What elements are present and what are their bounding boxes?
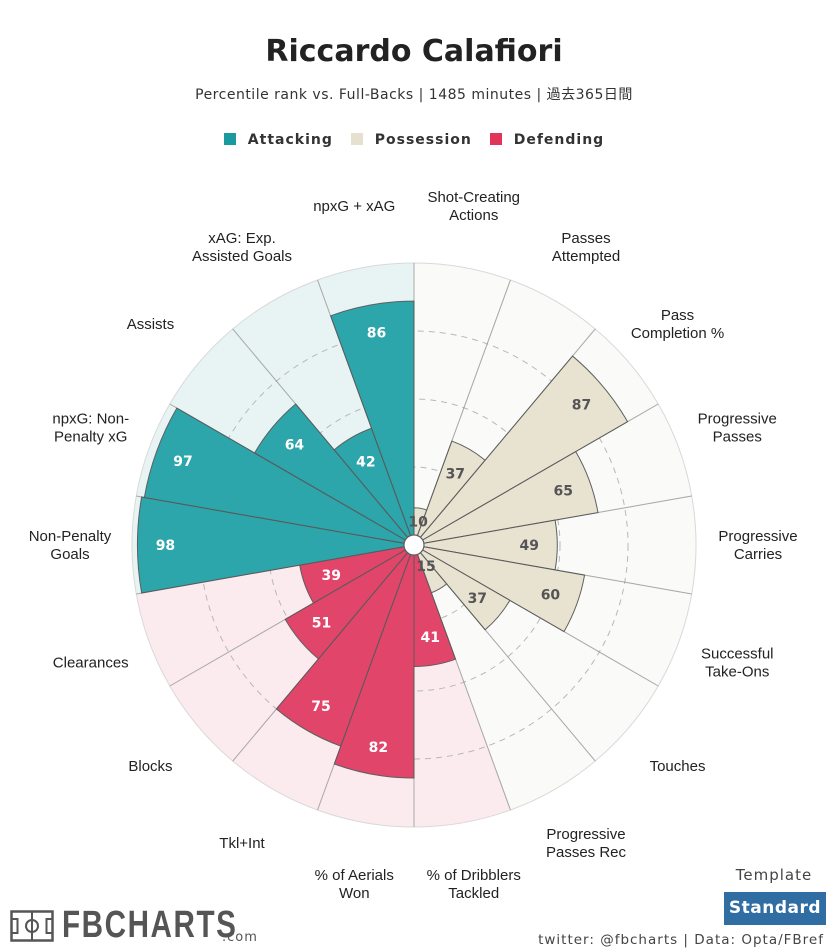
value-label: 75 [311, 699, 330, 715]
sector-divider [232, 552, 408, 762]
legend-label-defending: Defending [513, 132, 605, 148]
category-label: xAG: Exp. Assisted Goals [192, 230, 292, 265]
value-label: 15 [416, 559, 435, 575]
sector-divider [416, 279, 511, 536]
category-label: Touches [650, 758, 706, 775]
sector-divider [422, 403, 659, 541]
value-label: 37 [446, 466, 465, 482]
value-label: 49 [520, 538, 539, 554]
legend-label-possession: Possession [374, 132, 472, 148]
legend-label-attacking: Attacking [247, 132, 333, 148]
category-label: % of Aerials Won [315, 867, 394, 902]
chart-subtitle: Percentile rank vs. Full-Backs | 1485 mi… [195, 87, 633, 103]
sector-divider [423, 495, 692, 544]
value-label: 82 [369, 740, 388, 756]
category-label: npxG: Non-Penalty xG [52, 410, 129, 445]
category-label: Progressive Passes Rec [546, 826, 627, 861]
value-label: 51 [312, 616, 331, 632]
value-label: 60 [541, 588, 561, 604]
footer-credit: twitter: @fbcharts | Data: Opta/FBref [538, 932, 824, 948]
value-label: 37 [468, 591, 487, 607]
category-label: Progressive Passes [698, 410, 777, 445]
sector-divider [423, 546, 692, 595]
sector-divider [136, 546, 405, 595]
sector-divider [317, 279, 412, 536]
template-label: Template [735, 866, 813, 884]
value-label: 10 [408, 514, 428, 530]
value-label: 98 [156, 538, 175, 554]
value-label: 42 [356, 455, 375, 471]
center-circle [403, 534, 425, 556]
category-label: Blocks [128, 758, 172, 775]
sector-divider [169, 549, 406, 687]
category-label: Pass Completion % [631, 307, 724, 342]
category-label: Shot-Creating Actions [427, 189, 520, 224]
value-label: 41 [420, 630, 439, 646]
value-label: 97 [173, 454, 192, 470]
template-standard-button[interactable]: Standard [724, 892, 826, 925]
sector-divider [416, 554, 511, 811]
sector-divider [420, 328, 596, 538]
logo-domain: .com [222, 930, 258, 945]
category-label: Clearances [53, 655, 129, 672]
legend-item-defending: Defending [489, 132, 605, 148]
sector-divider [136, 495, 405, 544]
category-label: Tkl+Int [219, 835, 265, 852]
category-label: Successful Take-Ons [701, 646, 774, 681]
category-label: % of Dribblers Tackled [427, 867, 521, 902]
value-label: 39 [321, 568, 340, 584]
value-label: 64 [285, 438, 305, 454]
sector-divider [420, 552, 596, 762]
legend-swatch-possession [350, 133, 363, 145]
chart-title: Riccardo Calafiori [265, 34, 563, 69]
logo-wordmark: FBCHARTS [62, 904, 238, 946]
value-label: 86 [367, 325, 386, 341]
category-label: Progressive Carries [718, 528, 797, 563]
category-label: Non-Penalty Goals [29, 528, 112, 563]
category-label: npxG + xAG [313, 198, 395, 215]
pitch-icon [10, 910, 54, 942]
sector-divider [232, 328, 408, 538]
legend-item-attacking: Attacking [223, 132, 333, 148]
legend-swatch-defending [489, 133, 502, 145]
value-label: 65 [553, 484, 572, 500]
sector-divider [422, 549, 659, 687]
category-label: Assists [127, 316, 175, 333]
sector-divider [169, 403, 406, 541]
value-label: 87 [572, 397, 591, 413]
category-label: Passes Attempted [552, 230, 620, 265]
legend: Attacking Possession Defending [0, 132, 828, 148]
legend-item-possession: Possession [350, 132, 472, 148]
legend-swatch-attacking [223, 133, 236, 145]
sector-divider [317, 554, 412, 811]
